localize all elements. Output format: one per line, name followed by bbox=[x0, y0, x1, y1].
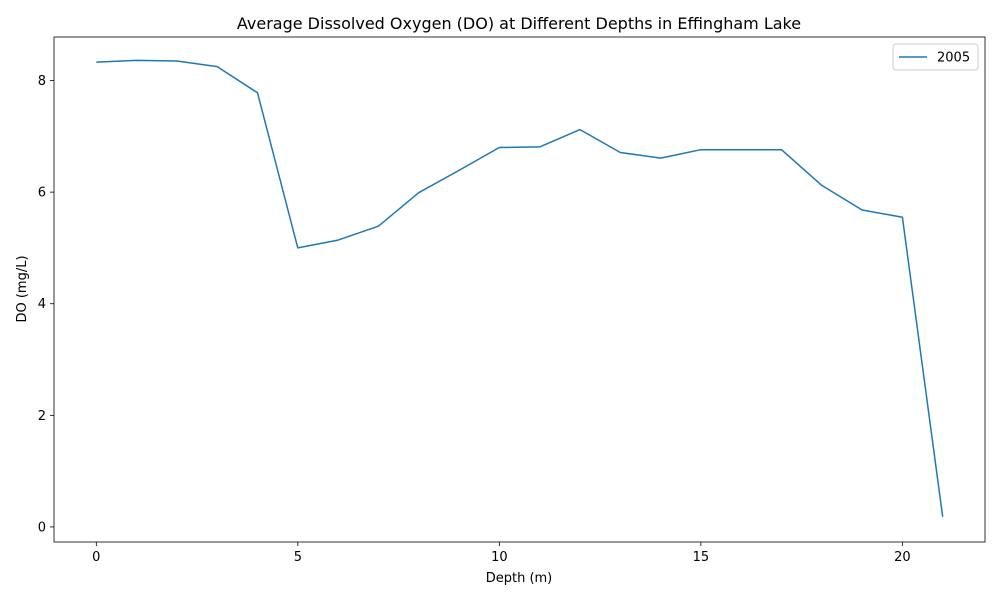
x-tick-label: 0 bbox=[92, 550, 100, 565]
chart-title: Average Dissolved Oxygen (DO) at Differe… bbox=[237, 14, 801, 33]
legend-label-2005: 2005 bbox=[937, 51, 970, 66]
x-tick-label: 5 bbox=[294, 550, 302, 565]
legend-box bbox=[892, 43, 979, 71]
y-tick-label: 6 bbox=[38, 186, 46, 201]
x-axis-label: Depth (m) bbox=[486, 571, 553, 586]
y-axis-label: DO (mg/L) bbox=[15, 255, 30, 322]
series-line-2005 bbox=[96, 59, 944, 517]
x-tick-label: 20 bbox=[894, 550, 911, 565]
x-tick-label: 15 bbox=[693, 550, 710, 565]
plot-frame bbox=[53, 36, 986, 543]
x-tick-label: 10 bbox=[491, 550, 508, 565]
y-tick-label: 4 bbox=[38, 297, 46, 312]
y-tick-label: 2 bbox=[38, 409, 46, 424]
legend: 2005 bbox=[892, 43, 979, 71]
y-tick-label: 0 bbox=[38, 520, 46, 535]
y-tick-label: 8 bbox=[38, 74, 46, 89]
plot-area: 0 5 10 15 20 0 2 4 6 8 bbox=[38, 36, 986, 565]
y-axis-ticks: 0 2 4 6 8 bbox=[38, 74, 54, 535]
x-axis-ticks: 0 5 10 15 20 bbox=[92, 542, 911, 565]
